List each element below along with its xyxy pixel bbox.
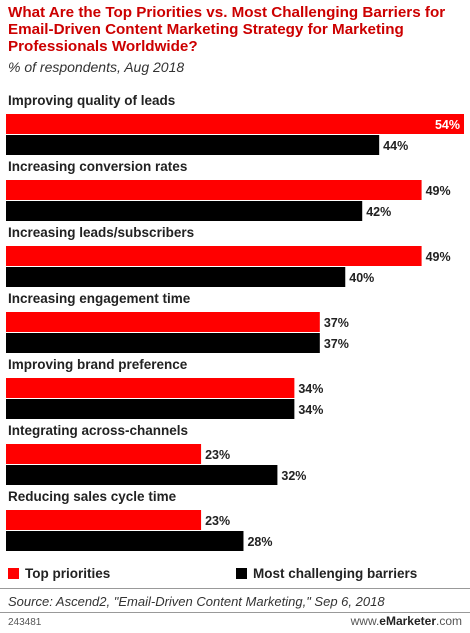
bar-chart: Improving quality of leads 54% 44% Increasi…: [6, 93, 464, 551]
data-label-most-challenging-barriers-reducing-sales-cycle-time: 28%: [247, 535, 272, 549]
bar-top-priorities-reducing-sales-cycle-time: [6, 510, 202, 530]
chart-subtitle: % of respondents, Aug 2018: [8, 59, 185, 75]
data-label-top-priorities-improving-quality-of-leads: 54%: [435, 118, 460, 132]
legend-label-barriers: Most challenging barriers: [253, 566, 418, 581]
data-label-most-challenging-barriers-increasing-engagement-time: 37%: [324, 337, 349, 351]
brand-prefix: www.: [350, 614, 380, 628]
legend-item-priorities: Top priorities: [8, 566, 110, 581]
data-label-top-priorities-reducing-sales-cycle-time: 23%: [205, 514, 230, 528]
data-label-top-priorities-increasing-engagement-time: 37%: [324, 316, 349, 330]
legend-swatch-priorities: [8, 568, 19, 579]
data-label-most-challenging-barriers-improving-brand-preference: 34%: [298, 403, 323, 417]
data-label-most-challenging-barriers-increasing-conversion-rates: 42%: [366, 205, 391, 219]
emarketer-logo[interactable]: www.eMarketer.com: [351, 614, 462, 628]
bar-most-challenging-barriers-increasing-engagement-time: [6, 333, 320, 353]
bar-top-priorities-integrating-across-channels: [6, 444, 202, 464]
category-label-improving-quality-of-leads: Improving quality of leads: [8, 93, 175, 108]
bar-most-challenging-barriers-improving-quality-of-leads: [6, 135, 380, 155]
source-note: Source: Ascend2, "Email-Driven Content M…: [8, 594, 385, 609]
bar-top-priorities-increasing-engagement-time: [6, 312, 320, 332]
bar-top-priorities-improving-brand-preference: [6, 378, 295, 398]
footer-divider-top: [0, 588, 470, 589]
category-label-reducing-sales-cycle-time: Reducing sales cycle time: [8, 489, 177, 504]
data-label-most-challenging-barriers-increasing-leads-subscribers: 40%: [349, 271, 374, 285]
bar-most-challenging-barriers-increasing-leads-subscribers: [6, 267, 346, 287]
bar-top-priorities-increasing-leads-subscribers: [6, 246, 422, 266]
legend-label-priorities: Top priorities: [25, 566, 111, 581]
category-label-increasing-conversion-rates: Increasing conversion rates: [8, 159, 187, 174]
category-label-improving-brand-preference: Improving brand preference: [8, 357, 188, 372]
legend-item-barriers: Most challenging barriers: [236, 566, 417, 581]
data-label-top-priorities-increasing-leads-subscribers: 49%: [426, 250, 451, 264]
chart-id: 243481: [8, 617, 42, 628]
brand-name: eMarketer: [379, 614, 436, 628]
bar-most-challenging-barriers-increasing-conversion-rates: [6, 201, 363, 221]
bar-most-challenging-barriers-integrating-across-channels: [6, 465, 278, 485]
data-label-top-priorities-improving-brand-preference: 34%: [298, 382, 323, 396]
data-label-top-priorities-integrating-across-channels: 23%: [205, 448, 230, 462]
data-label-most-challenging-barriers-integrating-across-channels: 32%: [281, 469, 306, 483]
bar-top-priorities-improving-quality-of-leads: [6, 114, 464, 134]
bar-top-priorities-increasing-conversion-rates: [6, 180, 422, 200]
footer-divider-bottom: [0, 612, 470, 613]
bar-most-challenging-barriers-improving-brand-preference: [6, 399, 295, 419]
brand-suffix: .com: [435, 614, 462, 628]
category-label-increasing-leads-subscribers: Increasing leads/subscribers: [8, 225, 194, 240]
category-label-integrating-across-channels: Integrating across-channels: [8, 423, 188, 438]
chart-title: What Are the Top Priorities vs. Most Cha…: [8, 4, 446, 55]
legend-swatch-barriers: [236, 568, 247, 579]
bar-most-challenging-barriers-reducing-sales-cycle-time: [6, 531, 244, 551]
data-label-top-priorities-increasing-conversion-rates: 49%: [426, 184, 451, 198]
data-label-most-challenging-barriers-improving-quality-of-leads: 44%: [383, 139, 408, 153]
category-label-increasing-engagement-time: Increasing engagement time: [8, 291, 191, 306]
